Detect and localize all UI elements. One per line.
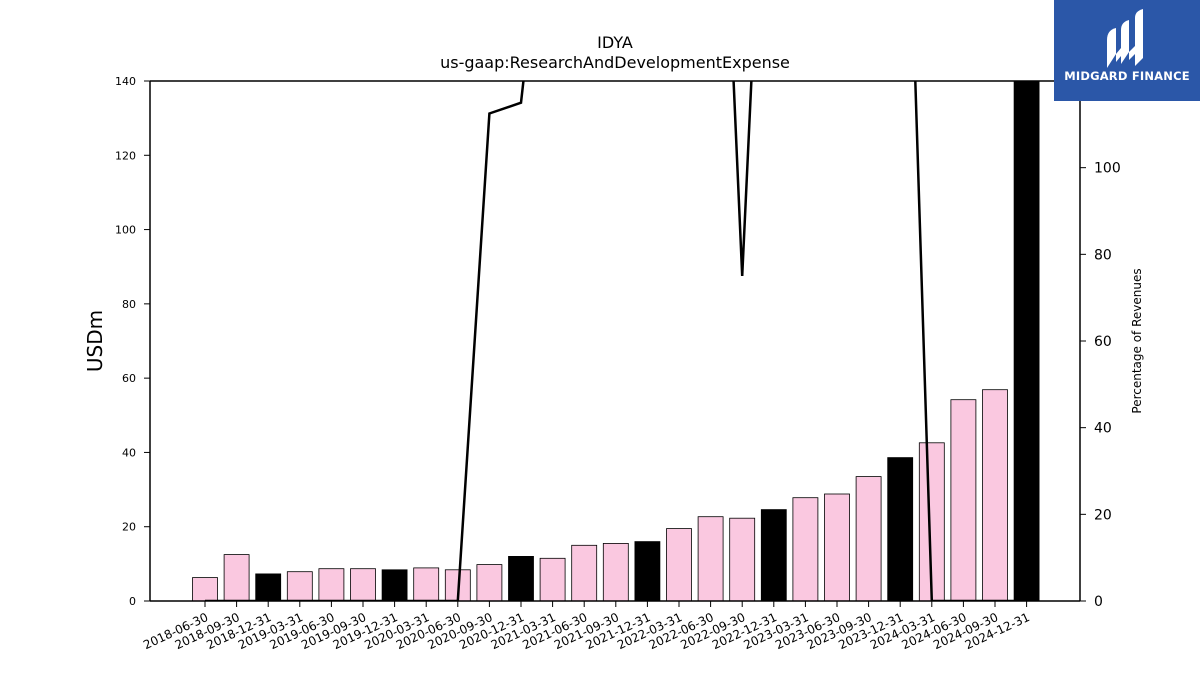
y-tick-label-80: 80: [122, 298, 136, 311]
bar-2022-09-30: [729, 517, 756, 602]
bar-2019-03-31: [286, 571, 313, 602]
bar-group: [192, 80, 1040, 602]
y2-axis-label: Percentage of Revenues: [1130, 268, 1144, 413]
bar-2023-03-31: [792, 497, 819, 602]
bar-2018-12-31: [255, 573, 282, 602]
y-tick-label-140: 140: [115, 75, 136, 88]
y-tick-label-100: 100: [115, 224, 136, 237]
y-axis-label: USDm: [83, 310, 107, 372]
bar-2021-12-31: [634, 541, 661, 602]
y2-tick-label-0: 0: [1094, 594, 1103, 610]
bar-2020-12-31: [508, 556, 534, 602]
chart-subtitle: us-gaap:ResearchAndDevelopmentExpense: [440, 53, 790, 72]
y2-tick-label-60: 60: [1094, 334, 1112, 350]
bar-2023-09-30: [855, 476, 882, 602]
bar-2019-12-31: [381, 569, 408, 602]
bar-2021-09-30: [602, 543, 629, 602]
y-tick-label-40: 40: [122, 446, 136, 459]
bar-2022-03-31: [666, 528, 692, 602]
bar-2024-09-30: [982, 389, 1008, 602]
bar-2021-03-31: [539, 557, 566, 602]
y-tick-label-20: 20: [122, 521, 136, 534]
y-tick-label-0: 0: [129, 595, 136, 608]
bar-2019-09-30: [350, 568, 376, 602]
brand-logo: MIDGARD FINANCE: [1054, 0, 1200, 101]
bar-2023-06-30: [824, 493, 850, 602]
y-tick-label-120: 120: [115, 149, 136, 162]
bar-2021-06-30: [571, 544, 598, 602]
chart-title: IDYA: [597, 33, 633, 52]
y2-tick-label-80: 80: [1094, 247, 1112, 263]
bar-2020-09-30: [476, 564, 503, 602]
y2-tick-label-20: 20: [1094, 507, 1112, 523]
bar-2018-09-30: [223, 554, 250, 602]
bar-2019-06-30: [318, 568, 345, 602]
y2-tick-label-100: 100: [1094, 161, 1121, 177]
bar-2022-12-31: [760, 509, 787, 602]
y-tick-label-60: 60: [122, 372, 136, 385]
bar-2018-06-30: [192, 577, 218, 602]
bar-2024-12-31: [1013, 80, 1040, 602]
bar-2023-12-31: [887, 457, 914, 602]
logo-mark-icon: [1107, 9, 1143, 68]
brand-name: MIDGARD FINANCE: [1064, 69, 1190, 83]
bar-2022-06-30: [697, 516, 724, 602]
bar-2024-06-30: [950, 399, 977, 602]
y2-tick-label-40: 40: [1094, 421, 1112, 437]
bar-2020-03-31: [413, 567, 440, 602]
